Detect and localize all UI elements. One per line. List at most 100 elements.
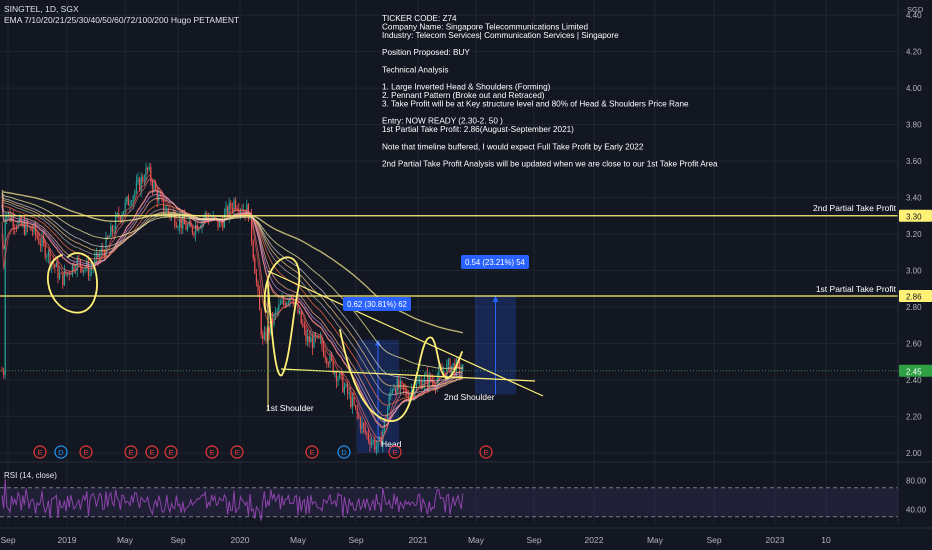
- candle-body: [302, 323, 304, 327]
- candle-body: [89, 269, 91, 276]
- candle-body: [19, 217, 21, 222]
- candle-body: [110, 225, 112, 237]
- candle-body: [39, 243, 41, 246]
- candle-body: [95, 252, 97, 259]
- earnings-marker-label: E: [392, 448, 397, 457]
- candle-body: [225, 207, 227, 215]
- earnings-marker: [124, 445, 138, 459]
- indicator-title: EMA 7/10/20/21/25/30/40/50/60/72/100/200…: [4, 15, 239, 25]
- candle-body: [121, 214, 123, 220]
- candle-body: [366, 432, 368, 434]
- candle-body: [369, 439, 371, 446]
- y-tick-label: 3.40: [906, 194, 922, 203]
- candle-body: [363, 422, 365, 427]
- candle-body: [350, 392, 352, 408]
- earnings-marker: [230, 445, 244, 459]
- note-line: Technical Analysis: [382, 65, 448, 74]
- candle-body: [55, 263, 57, 268]
- candle-body: [222, 222, 224, 228]
- candle-body: [399, 381, 401, 389]
- candle-body: [195, 225, 197, 235]
- y-tick-label: 2.60: [906, 339, 922, 348]
- x-tick-label: Sep: [526, 535, 541, 545]
- candle-body: [385, 418, 387, 420]
- candle-body: [307, 335, 309, 342]
- candle-body: [94, 258, 96, 267]
- dividend-marker-label: D: [58, 448, 64, 457]
- candle-body: [27, 221, 29, 227]
- candle-body: [139, 178, 141, 190]
- x-tick-label: Sep: [348, 535, 363, 545]
- y-tick-label: 3.20: [906, 230, 922, 239]
- dividend-marker: [337, 445, 351, 459]
- candle-body: [259, 290, 261, 311]
- candle-body: [83, 269, 85, 273]
- candle-body: [447, 359, 449, 365]
- candle-body: [67, 272, 69, 275]
- tp2-price-tag-text: 3.30: [906, 212, 922, 221]
- candle-body: [180, 218, 182, 229]
- candle-body: [108, 236, 110, 239]
- candle-body: [143, 180, 145, 182]
- candle-body: [70, 274, 72, 276]
- y-tick-label: 2.20: [906, 412, 922, 421]
- note-line: Industry: Telecom Services| Communicatio…: [382, 31, 619, 40]
- candle-body: [355, 404, 357, 408]
- candle-body: [377, 441, 379, 447]
- candle-body: [228, 202, 230, 217]
- candle-body: [129, 204, 131, 206]
- candle-body: [425, 373, 427, 377]
- candle-body: [92, 266, 94, 269]
- candle-body: [255, 273, 257, 282]
- candle-body: [163, 200, 165, 213]
- candle-body: [158, 194, 160, 201]
- candle-body: [99, 254, 101, 259]
- x-tick-label: May: [468, 535, 485, 545]
- candle-body: [371, 442, 373, 446]
- ema-line-72: [1, 193, 463, 382]
- candle-body: [23, 222, 25, 235]
- candle-body: [316, 335, 318, 338]
- note-line: 2nd Partial Take Profit Analysis will be…: [382, 159, 718, 168]
- first-shoulder-label: 1st Shoulder: [266, 403, 314, 413]
- candle-body: [260, 310, 262, 335]
- candle-body: [251, 213, 253, 242]
- pennant-upper-line: [267, 270, 544, 397]
- candle-body: [57, 263, 59, 279]
- candle-body: [175, 225, 177, 228]
- candle-body: [113, 230, 115, 232]
- x-tick-label: 2021: [409, 535, 428, 545]
- candle-body: [97, 252, 99, 259]
- y-tick-label: 4.00: [906, 84, 922, 93]
- candle-body: [59, 273, 61, 279]
- candle-body: [300, 311, 302, 324]
- y-tick-label: 4.20: [906, 48, 922, 57]
- candle-body: [337, 378, 339, 382]
- candle-body: [254, 258, 256, 274]
- tp2-price-tag: [899, 209, 932, 222]
- tp1-label: 1st Partial Take Profit: [816, 284, 897, 294]
- candle-body: [361, 422, 363, 429]
- candle-body: [81, 266, 83, 273]
- candle-body: [323, 346, 325, 356]
- candle-body: [187, 225, 189, 230]
- note-line: Company Name: Singapore Telecommunicatio…: [382, 23, 588, 32]
- candle-body: [28, 226, 30, 228]
- candle-body: [359, 417, 361, 429]
- candle-body: [233, 200, 235, 210]
- candle-body: [433, 381, 435, 386]
- candle-body: [387, 408, 389, 419]
- x-tick-label: 2023: [766, 535, 785, 545]
- current-price-tag-text: 2.45: [906, 367, 922, 376]
- measure-arrowhead: [492, 296, 499, 303]
- candle-body: [7, 212, 9, 215]
- candle-body: [308, 335, 310, 343]
- candle-body: [395, 388, 397, 394]
- candle-body: [201, 220, 203, 228]
- candle-body: [372, 440, 374, 443]
- candle-body: [367, 433, 369, 440]
- earnings-marker-label: E: [83, 448, 88, 457]
- y-tick-label: 2.40: [906, 376, 922, 385]
